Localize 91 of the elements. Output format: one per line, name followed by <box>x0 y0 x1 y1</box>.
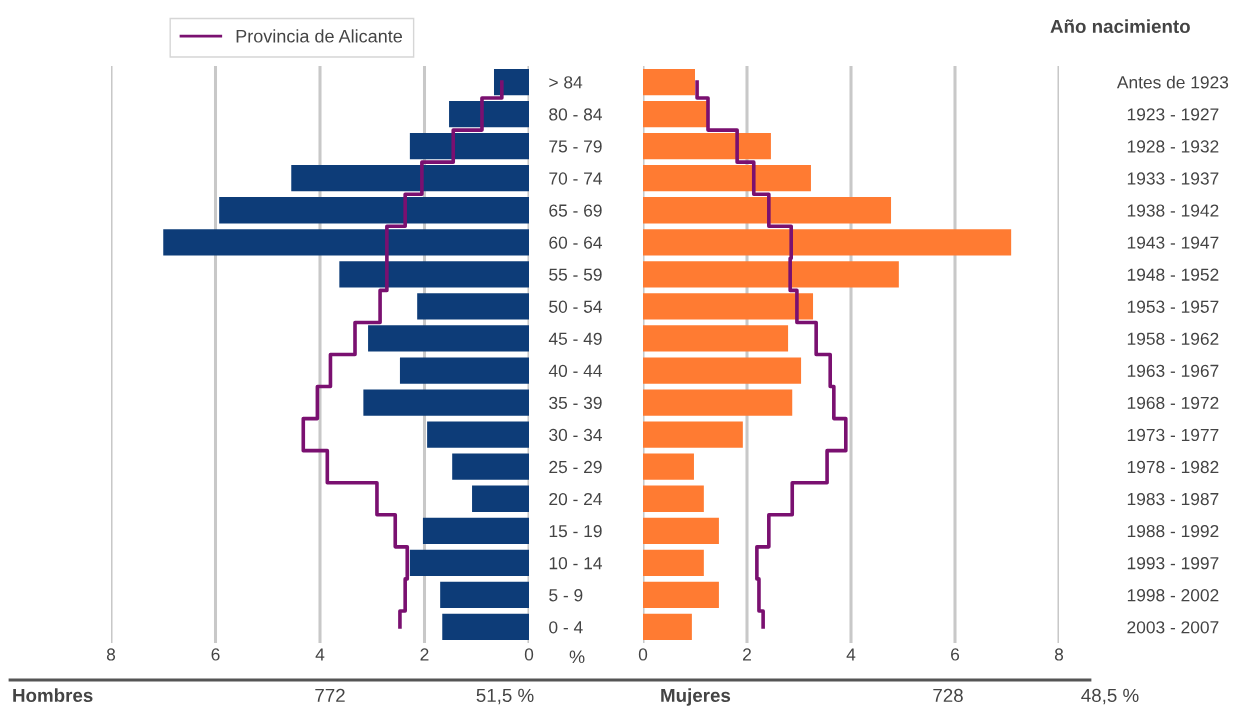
bar <box>643 421 743 448</box>
y-tick-label: 15 - 19 <box>549 524 602 538</box>
bar <box>643 293 814 320</box>
y-tick-label: > 84 <box>549 76 583 89</box>
y-tick-label: 80 - 84 <box>549 108 602 121</box>
bar <box>219 197 529 224</box>
bar <box>409 549 529 576</box>
bar <box>643 100 708 128</box>
text: Hombres <box>13 688 93 703</box>
y-tick-label: 25 - 29 <box>549 460 602 474</box>
y-tick-label: 40 - 44 <box>548 364 602 377</box>
text: 772 <box>315 688 345 702</box>
y-tick-label: 1973 - 1977 <box>1127 428 1219 442</box>
text: Mujeres <box>661 688 731 706</box>
bar <box>643 325 789 352</box>
bar <box>643 357 802 384</box>
x-tick-label: 8 <box>1054 648 1064 661</box>
bar <box>643 68 695 96</box>
bar <box>643 581 719 609</box>
x-tick-label: 4 <box>846 648 856 661</box>
y-tick-label: 1998 - 2002 <box>1127 589 1219 602</box>
y-tick-label: 1948 - 1952 <box>1127 268 1219 281</box>
y-tick-label: 1923 - 1927 <box>1127 108 1219 121</box>
x-tick-label: 6 <box>951 648 960 661</box>
bar <box>440 581 529 609</box>
y-tick-label: 20 - 24 <box>549 492 602 506</box>
bar <box>291 165 529 192</box>
x-tick-label: 0 <box>638 648 648 661</box>
y-tick-label: 60 - 64 <box>549 236 602 249</box>
y-tick-label: 70 - 74 <box>549 172 602 185</box>
bar <box>409 133 529 160</box>
y-tick-label: Antes de 1923 <box>1116 75 1229 89</box>
text: 48,5 % <box>1081 688 1139 705</box>
bar <box>493 68 529 96</box>
y-tick-label: 1933 - 1937 <box>1127 172 1219 185</box>
x-tick-label: 8 <box>106 648 116 661</box>
y-tick-label: 2003 - 2007 <box>1127 621 1219 634</box>
bar <box>643 389 793 416</box>
y-tick-label: 45 - 49 <box>548 332 602 345</box>
bar <box>643 229 1012 256</box>
y-tick-label: 75 - 79 <box>549 140 602 153</box>
bar <box>422 517 529 544</box>
y-tick-label: 55 - 59 <box>549 268 602 281</box>
legend-label: Provincia de Alicante <box>236 29 402 43</box>
bar <box>643 517 719 544</box>
bar <box>452 453 529 480</box>
y-tick-label: 1943 - 1947 <box>1127 236 1219 249</box>
x-tick-label: 0 <box>524 648 534 661</box>
bar <box>417 293 529 320</box>
bar <box>472 485 529 512</box>
y-tick-label: 35 - 39 <box>549 396 602 410</box>
y-tick-label: 1988 - 1992 <box>1127 524 1219 538</box>
bar <box>163 229 529 256</box>
bar <box>643 453 694 480</box>
y-tick-label: 1983 - 1987 <box>1127 492 1219 506</box>
text: 728 <box>933 688 963 703</box>
y-tick-label: 5 - 9 <box>549 589 583 602</box>
y-tick-label: 65 - 69 <box>549 204 602 217</box>
y-tick-label: 1958 - 1962 <box>1127 332 1219 345</box>
y-tick-label: 1993 - 1997 <box>1127 557 1219 570</box>
y-tick-label: 50 - 54 <box>549 300 602 313</box>
bar <box>399 357 529 384</box>
x-axis-title: % <box>569 650 585 664</box>
bar <box>643 165 811 192</box>
bar <box>643 133 771 160</box>
bar <box>643 261 899 288</box>
x-tick-label: 4 <box>315 648 325 661</box>
bar <box>368 325 529 352</box>
text: 51,5 % <box>476 688 534 705</box>
bar <box>442 613 529 641</box>
bar <box>643 549 704 576</box>
x-tick-label: 2 <box>420 648 429 661</box>
bar <box>427 421 529 448</box>
y-tick-label: 1978 - 1982 <box>1127 460 1219 474</box>
bar <box>363 389 529 416</box>
bar <box>643 485 704 512</box>
x-tick-label: 6 <box>211 648 220 661</box>
bar <box>643 613 692 641</box>
x-tick-label: 2 <box>743 648 751 661</box>
y-tick-label: 1963 - 1967 <box>1127 364 1219 377</box>
y-tick-label: 10 - 14 <box>549 557 602 570</box>
y-tick-label: 1928 - 1932 <box>1127 140 1219 153</box>
y-axis-title: Año nacimiento <box>1050 19 1190 34</box>
y-tick-label: 30 - 34 <box>549 428 602 442</box>
y-tick-label: 1968 - 1972 <box>1127 396 1219 410</box>
bar <box>339 261 529 288</box>
y-tick-label: 1953 - 1957 <box>1127 300 1219 313</box>
y-tick-label: 0 - 4 <box>549 621 583 634</box>
bar <box>643 197 892 224</box>
y-tick-label: 1938 - 1942 <box>1127 204 1219 217</box>
bar <box>449 100 529 128</box>
